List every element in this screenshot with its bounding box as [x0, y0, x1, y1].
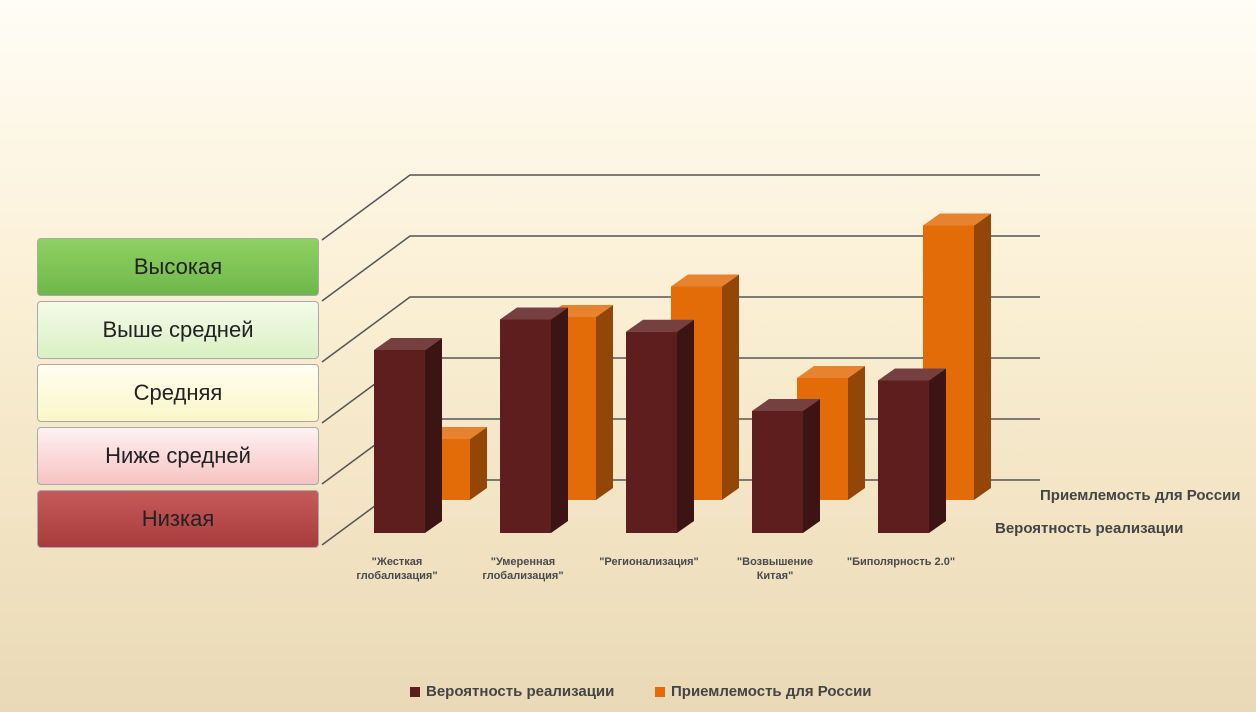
bar-side [677, 319, 694, 533]
level-box: Высокая [37, 238, 319, 296]
level-box: Ниже средней [37, 427, 319, 485]
bar [374, 350, 425, 533]
grid-line [321, 235, 1040, 302]
bar-side [803, 399, 820, 533]
level-box: Средняя [37, 364, 319, 422]
bar-top [797, 366, 865, 378]
legend-swatch [410, 686, 420, 697]
legend-swatch [655, 686, 665, 697]
legend-item: Приемлемость для России [655, 683, 872, 700]
bar-side [470, 427, 487, 500]
bar-top [752, 399, 820, 411]
bar [878, 380, 929, 533]
bar-side [596, 305, 613, 500]
level-box: Выше средней [37, 301, 319, 359]
x-tick-label: "Умеренная глобализация" [482, 556, 564, 582]
legend-label: Вероятность реализации [426, 683, 615, 700]
bar-top [878, 368, 946, 381]
grid-line [321, 296, 1040, 363]
bar-side [722, 274, 739, 500]
bar-side [425, 338, 442, 533]
legend-item: Вероятность реализации [410, 683, 614, 700]
bar [626, 331, 677, 533]
level-box: Низкая [37, 490, 319, 548]
bar [500, 319, 551, 533]
bar-top [626, 319, 694, 332]
bar-side [974, 213, 991, 500]
x-tick-label: "Возвышение Китая" [736, 556, 814, 582]
bar-side [848, 366, 865, 500]
bar-side [929, 368, 946, 533]
bar-top [500, 307, 568, 320]
legend-label: Приемлемость для России [671, 683, 872, 700]
x-tick-label: "Регионализация" [599, 556, 699, 568]
depth-label: Вероятность реализации [995, 520, 1184, 537]
bar-side [551, 307, 568, 533]
depth-label: Приемлемость для России [1040, 487, 1241, 504]
bar-top [671, 274, 739, 287]
x-tick-label: "Жесткая глобализация" [356, 556, 438, 582]
grid-line [321, 174, 1040, 241]
bar [752, 411, 803, 533]
bar-top [923, 213, 991, 226]
x-tick-label: "Биполярность 2.0" [846, 556, 956, 568]
bar-top [374, 338, 442, 350]
